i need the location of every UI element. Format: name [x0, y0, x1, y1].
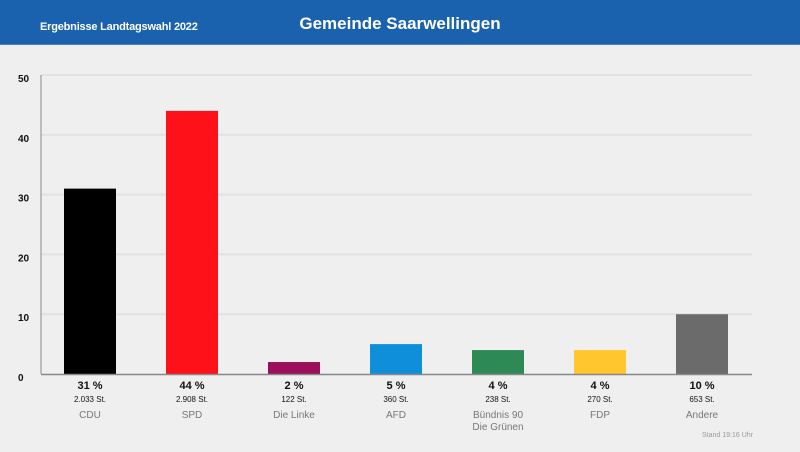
y-tick-label: 50: [18, 74, 30, 85]
y-tick-label: 20: [18, 253, 30, 264]
votes-label: 270 St.: [587, 395, 613, 404]
bar-fdp: [574, 350, 626, 374]
bar-spd: [166, 110, 218, 374]
y-tick-label: 30: [18, 194, 30, 205]
percent-label: 5 %: [386, 380, 406, 392]
y-tick-label: 0: [18, 373, 24, 384]
subtitle: Ergebnisse Landtagswahl 2022: [40, 21, 198, 33]
party-label-line: CDU: [79, 410, 101, 421]
bar-die-linke: [268, 362, 320, 374]
party-label: AFD: [345, 410, 447, 422]
percent-label: 10 %: [689, 380, 715, 392]
bar-andere: [676, 314, 728, 374]
votes-label: 238 St.: [485, 395, 511, 404]
page-title: Gemeinde Saarwellingen: [299, 14, 501, 33]
votes-label: 360 St.: [383, 395, 409, 404]
timestamp: Stand 19:16 Uhr: [702, 432, 753, 439]
party-label-line: Bündnis 90: [472, 410, 524, 421]
header-bar: Ergebnisse Landtagswahl 2022 Gemeinde Sa…: [0, 0, 800, 45]
bar-cdu: [64, 188, 116, 374]
party-label-line: Die Grünen: [472, 422, 524, 433]
party-label-line: AFD: [386, 410, 406, 421]
votes-label: 122 St.: [281, 395, 307, 404]
votes-label: 653 St.: [689, 395, 715, 404]
party-label: Die Linke: [243, 410, 345, 422]
y-tick-label: 10: [18, 313, 30, 324]
bar-b-ndnis-90-die-gr-nen: [472, 350, 524, 374]
party-label: Andere: [651, 410, 753, 422]
party-label-line: Die Linke: [273, 410, 315, 421]
party-label: Bündnis 90 Die Grünen: [447, 410, 549, 434]
bar-afd: [370, 344, 422, 374]
votes-label: 2.908 St.: [175, 395, 209, 404]
percent-label: 44 %: [179, 380, 205, 392]
percent-label: 31 %: [77, 380, 103, 392]
party-label-line: Andere: [685, 410, 719, 421]
party-label-line: SPD: [181, 410, 203, 421]
party-label: FDP: [549, 410, 651, 422]
percent-label: 4 %: [488, 380, 508, 392]
y-tick-label: 40: [18, 134, 30, 145]
party-label-line: FDP: [590, 410, 610, 421]
votes-label: 2.033 St.: [73, 395, 107, 404]
percent-label: 2 %: [284, 380, 304, 392]
party-label: SPD: [141, 410, 243, 422]
percent-label: 4 %: [590, 380, 610, 392]
party-label: CDU: [39, 410, 141, 422]
